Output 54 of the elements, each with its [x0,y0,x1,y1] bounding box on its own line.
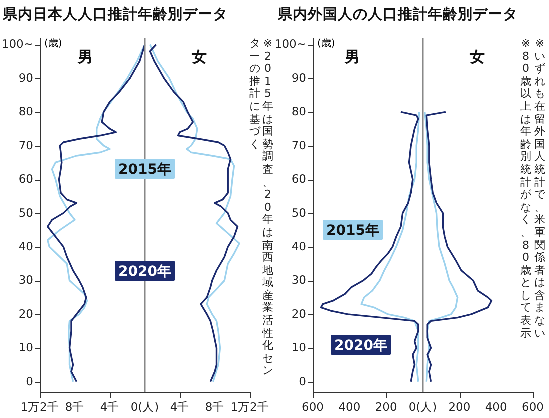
x-tick-label: 8千 [65,400,85,414]
x-tick-label: 1万2千 [230,400,270,414]
y-tick-label: 30 [292,273,306,288]
x-tick-label: 400 [338,400,361,414]
line-series [426,111,493,383]
y-tick-label: 10 [18,340,34,355]
y-tick-label: 60 [292,172,306,186]
y-tick-label: 30 [18,273,34,288]
y-tick-label: 70 [18,138,34,152]
y-tick-label: 40 [18,240,34,254]
y-tick-label: 100~ [274,37,306,52]
x-tick-label: 200 [448,400,471,414]
y-tick-label: 80 [18,104,34,119]
text: ※80歳以上は年齢別統計がなく、80歳として表示 [520,37,532,340]
annotation: 男 [78,48,93,67]
x-tick-label: 1万2千 [20,400,60,414]
series-label: 2015年 [118,162,172,178]
series-label: 2020年 [334,338,388,354]
x-tick-label: 0(人) [408,400,438,414]
annotation: 女 [470,48,485,67]
text: ※2015年は国勢調査、20年は南西地域産業活性化センターの推計に基づく [250,37,274,378]
y-tick-label: 50 [18,206,34,220]
annotation: 男 [345,48,360,67]
y-tick-label: 60 [18,172,34,186]
y-tick-label: 0 [299,374,306,388]
x-tick-label: 400 [485,400,508,414]
y-axis-title: (歳) [318,38,336,50]
text: 2020年 [118,264,172,280]
x-tick-label: 4千 [100,400,120,414]
y-tick-label: 70 [292,138,306,152]
annotation: 女 [192,48,207,67]
y-tick-label: 0 [26,374,34,388]
x-tick-label: 600 [302,400,324,414]
y-tick-label: 20 [292,306,306,321]
x-tick-label: 4千 [170,400,190,414]
y-tick-label: 90 [18,70,34,85]
y-tick-label: 40 [292,240,306,254]
x-tick-label: 600 [522,400,544,414]
y-tick-label: 90 [292,70,306,85]
line-series [424,111,459,383]
series-label: 2015年 [326,223,380,239]
y-axis-title: (歳) [44,38,62,50]
x-tick-label: 8千 [205,400,225,414]
x-tick-label: 200 [375,400,398,414]
chart-title: 県内外国人の人口推計年齢別データ [278,6,518,24]
y-tick-label: 20 [18,306,34,321]
y-tick-label: 10 [292,340,306,355]
line-series [320,111,420,383]
y-tick-label: 50 [292,206,306,220]
chart-title: 県内日本人人口推計年齢別データ [3,6,228,24]
x-tick-label: 0(人) [130,400,160,414]
y-tick-label: 80 [292,104,306,119]
y-tick-label: 100~ [2,37,34,52]
text: ※いずれも在留外国人統計で、米軍関係者は含まない [534,37,546,340]
